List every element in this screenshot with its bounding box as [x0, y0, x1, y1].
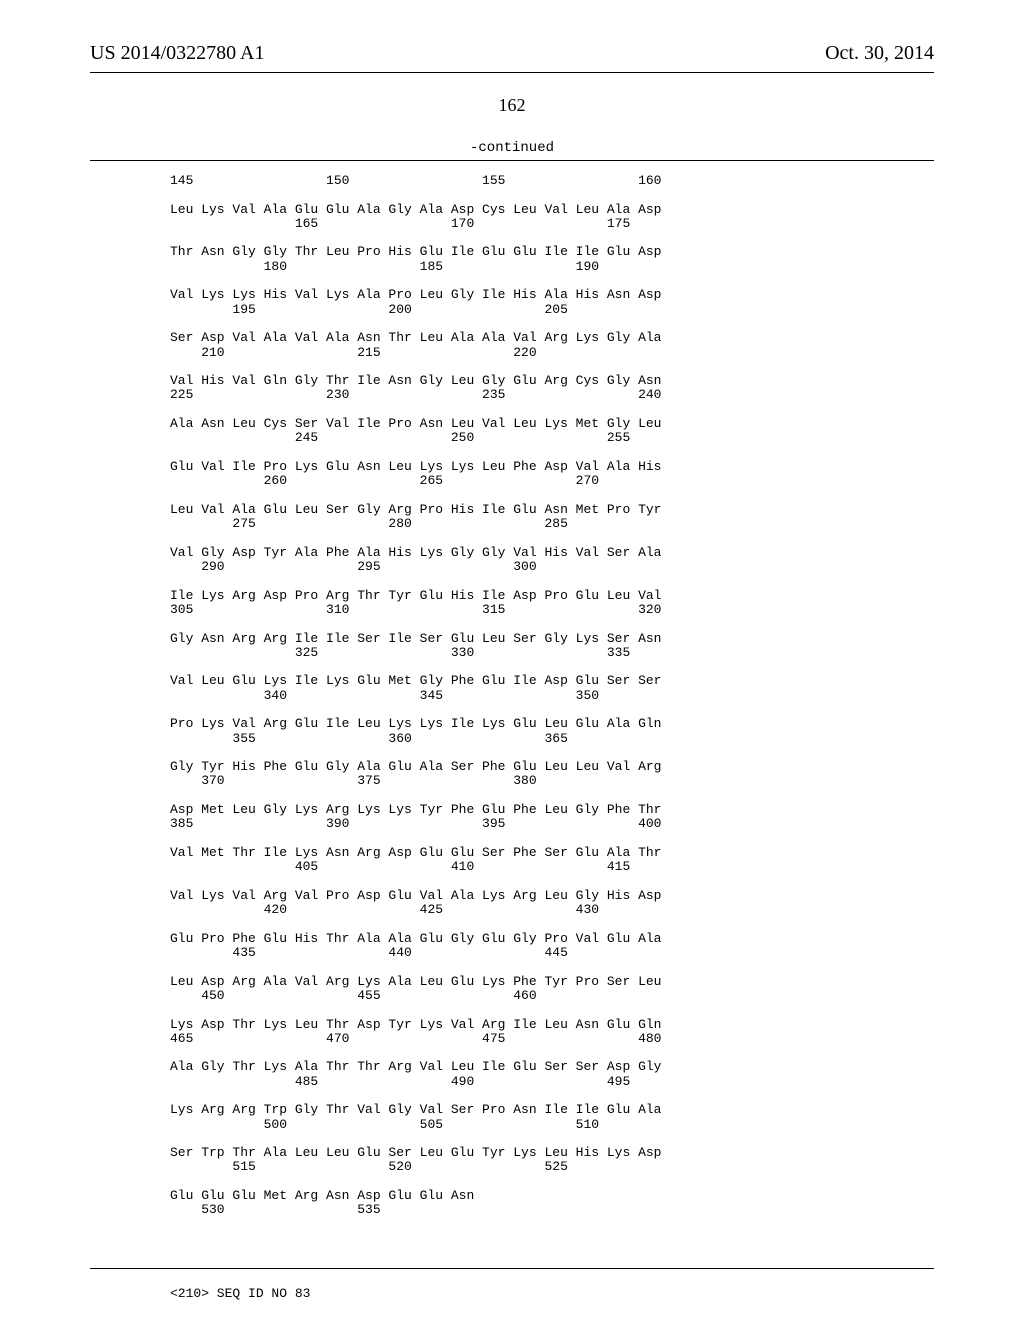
rule-top — [90, 72, 934, 73]
continued-label: -continued — [0, 140, 1024, 156]
seq-id-footer: <210> SEQ ID NO 83 — [170, 1286, 310, 1301]
rule-above-sequence — [90, 160, 934, 161]
rule-below-sequence — [90, 1268, 934, 1269]
header-right: Oct. 30, 2014 — [825, 42, 934, 65]
page: US 2014/0322780 A1 Oct. 30, 2014 162 -co… — [0, 0, 1024, 1320]
sequence-listing: 145 150 155 160 Leu Lys Val Ala Glu Glu … — [170, 174, 661, 1218]
page-number: 162 — [0, 95, 1024, 116]
header-left: US 2014/0322780 A1 — [90, 42, 264, 65]
